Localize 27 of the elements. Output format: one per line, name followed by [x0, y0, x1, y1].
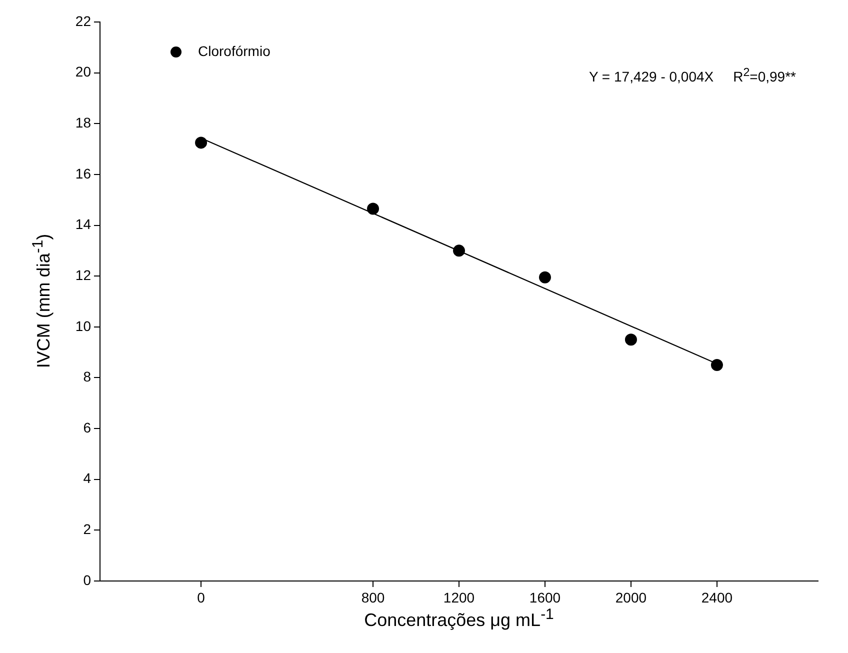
y-tick-label: 14 — [75, 216, 92, 232]
y-tick-label: 20 — [75, 64, 92, 80]
y-tick-label: 0 — [83, 572, 92, 588]
point — [624, 334, 637, 346]
x-tick-label: 0 — [197, 589, 206, 606]
y-tick-label: 22 — [75, 12, 92, 29]
y-tick-label: 2 — [83, 521, 92, 538]
y-tick-label: 12 — [75, 266, 92, 283]
y-tick-label: 4 — [83, 470, 92, 486]
x-tick-label: 1600 — [529, 589, 561, 606]
point — [367, 202, 380, 215]
y-tick-label: 10 — [75, 318, 92, 334]
y-tick-label: 18 — [75, 114, 92, 130]
x-tick-label: 800 — [361, 589, 385, 606]
y-tick-label: 6 — [83, 419, 92, 436]
point — [195, 136, 208, 149]
x-axis-title: Concentrações μg mL$^{-1}$ — [363, 606, 555, 631]
x-tick-label: 1200 — [443, 589, 475, 606]
y-tick-label: 16 — [75, 165, 92, 182]
legend-label: Clorofórmio — [198, 42, 271, 59]
point — [453, 244, 465, 257]
point — [538, 271, 551, 284]
x-tick-label: 2000 — [615, 589, 647, 606]
y-tick-label: 8 — [83, 368, 92, 385]
point — [710, 359, 723, 372]
annotation: Y = 17,429 - 0,004X R$^{2}$=0,99** — [588, 66, 796, 85]
x-tick-label: 2400 — [701, 589, 733, 606]
